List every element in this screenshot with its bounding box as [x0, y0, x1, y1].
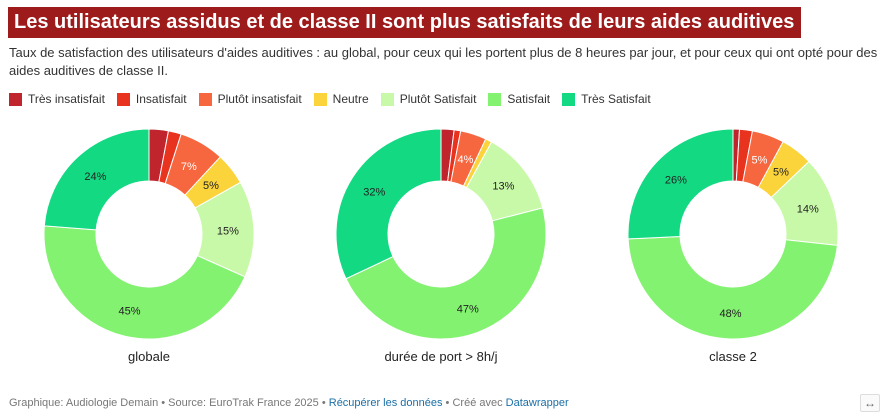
legend-label: Neutre: [332, 92, 369, 106]
donut-slice: [627, 128, 734, 240]
legend-label: Très insatisfait: [28, 92, 105, 106]
legend-item: Insatisfait: [116, 92, 187, 106]
chart-subtitle: Taux de satisfaction des utilisateurs d'…: [9, 45, 878, 78]
legend-item: Très Satisfait: [562, 92, 651, 106]
footer-source: Graphique: Audiologie Demain • Source: E…: [9, 397, 329, 409]
legend-swatch: [116, 92, 130, 106]
data-label: 48%: [720, 308, 742, 320]
donut-slice: [43, 225, 246, 340]
expand-icon[interactable]: ↔: [860, 394, 880, 412]
legend-item: Neutre: [313, 92, 369, 106]
legend-swatch: [313, 92, 327, 106]
legend-label: Plutôt Satisfait: [399, 92, 477, 106]
donut-slice: [345, 207, 547, 340]
data-label: 15%: [217, 225, 239, 237]
donut-title: durée de port > 8h/j: [384, 349, 497, 364]
donut-title: globale: [128, 349, 170, 364]
data-label: 13%: [492, 181, 514, 193]
data-label: 32%: [363, 187, 385, 199]
data-label: 5%: [752, 155, 768, 167]
donut-slice: [43, 128, 150, 231]
legend-label: Plutôt insatisfait: [217, 92, 302, 106]
legend-label: Très Satisfait: [581, 92, 651, 106]
data-label: 5%: [773, 166, 789, 178]
legend-item: Plutôt Satisfait: [380, 92, 477, 106]
data-label: 26%: [665, 174, 687, 186]
chart-title-wrap: Les utilisateurs assidus et de classe II…: [8, 7, 802, 38]
footer-created-with: • Créé avec: [442, 397, 506, 409]
legend-label: Insatisfait: [135, 92, 187, 106]
legend-swatch: [488, 92, 502, 106]
legend-item: Satisfait: [488, 92, 550, 106]
legend: Très insatisfait Insatisfait Plutôt insati…: [9, 92, 663, 106]
legend-swatch: [9, 92, 22, 106]
legend-label: Satisfait: [507, 92, 551, 106]
data-label: 47%: [457, 303, 479, 315]
data-label: 14%: [797, 204, 819, 216]
donut-charts: 7% 5% 15% 45% 24% globale 4% 13% 47% 32% durée de …: [43, 128, 839, 364]
legend-swatch: [380, 92, 394, 106]
data-label: 24%: [84, 171, 106, 183]
donut-slice: [335, 128, 442, 280]
legend-item: Plutôt insatisfait: [198, 92, 302, 106]
data-label: 5%: [203, 180, 219, 192]
data-label: 45%: [119, 306, 141, 318]
datawrapper-link[interactable]: Datawrapper: [505, 397, 569, 409]
donut-slice: [627, 235, 838, 340]
footer: Graphique: Audiologie Demain • Source: E…: [9, 397, 569, 409]
data-label: 4%: [457, 154, 473, 166]
chart-title: Les utilisateurs assidus et de classe II…: [8, 7, 802, 38]
legend-item: Très insatisfait: [9, 92, 105, 106]
get-data-link[interactable]: Récupérer les données: [328, 397, 443, 409]
legend-swatch: [562, 92, 576, 106]
data-label: 7%: [181, 161, 197, 173]
donut-title: classe 2: [709, 349, 757, 364]
legend-swatch: [198, 92, 212, 106]
